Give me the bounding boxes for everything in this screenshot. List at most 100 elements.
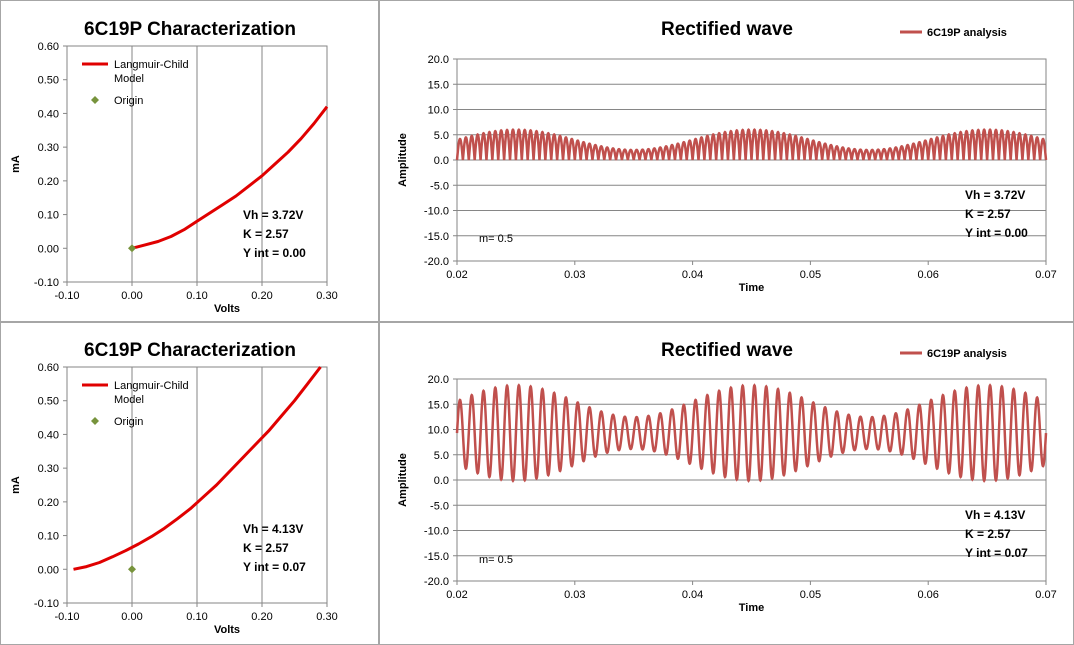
x-tick-label: 0.00 <box>121 611 142 623</box>
legend-label-model: Langmuir-Child Model <box>114 59 189 85</box>
y-tick-label: -5.0 <box>430 500 449 512</box>
y-tick-label: 10.0 <box>428 105 449 117</box>
y-tick-label: -10.0 <box>424 206 449 218</box>
x-tick-label: -0.10 <box>54 290 79 302</box>
legend-label-wave: 6C19P analysis <box>927 27 1007 39</box>
y-tick-label: 0.00 <box>38 564 59 576</box>
y-tick-label: 0.20 <box>38 176 59 188</box>
x-tick-label: 0.06 <box>917 589 938 601</box>
x-tick-label: 0.30 <box>316 290 337 302</box>
chart-title: 6C19P Characterization <box>84 340 296 361</box>
y-tick-label: 0.50 <box>38 75 59 87</box>
x-tick-label: 0.05 <box>800 269 821 281</box>
y-tick-label: 0.10 <box>38 531 59 543</box>
x-tick-label: 0.03 <box>564 269 585 281</box>
chart-title: Rectified wave <box>661 19 793 40</box>
y-tick-label: -15.0 <box>424 551 449 563</box>
annotation-text: Vh = 3.72V <box>965 188 1025 202</box>
x-tick-label: 0.03 <box>564 589 585 601</box>
annotation-text: Vh = 3.72V <box>243 208 303 222</box>
annotation-text: Y int = 0.00 <box>965 226 1028 240</box>
annotation-text: K = 2.57 <box>965 527 1011 541</box>
x-axis-title: Time <box>739 282 764 294</box>
x-tick-label: 0.02 <box>446 589 467 601</box>
annotation-text: Vh = 4.13V <box>243 522 303 536</box>
y-tick-label: 0.0 <box>434 475 449 487</box>
x-tick-label: 0.04 <box>682 269 703 281</box>
model-curve <box>73 366 322 571</box>
x-tick-label: 0.00 <box>121 290 142 302</box>
y-tick-label: 0.30 <box>38 142 59 154</box>
annotation-m: m= 0.5 <box>479 554 513 566</box>
y-tick-label: -20.0 <box>424 576 449 588</box>
y-tick-label: 0.60 <box>38 362 59 374</box>
chart-panel-wave-top: Rectified wave 0.02 0.03 0.04 0.05 0.06 0.07 20… <box>379 0 1074 322</box>
y-axis-title: mA <box>10 155 22 173</box>
annotation-text: K = 2.57 <box>965 207 1011 221</box>
origin-marker <box>128 244 136 253</box>
y-axis-title: Amplitude <box>397 453 409 507</box>
chart-panel-char-bottom: 6C19P Characterization -0.10 0.00 0.10 0.20 0… <box>0 322 379 645</box>
x-tick-label: 0.20 <box>251 290 272 302</box>
model-curve <box>131 105 329 250</box>
y-tick-label: 5.0 <box>434 450 449 462</box>
x-tick-label: -0.10 <box>54 611 79 623</box>
legend-label-line: Model <box>114 73 144 85</box>
wave-series-line <box>455 383 1048 483</box>
chart-panel-wave-bottom: Rectified wave 0.02 0.03 0.04 0.05 0.06 0.07 20… <box>379 322 1074 645</box>
legend-label-origin: Origin <box>114 416 143 428</box>
chart-svg: 6C19P Characterization -0.10 0.00 0.10 0.20 0… <box>10 19 338 315</box>
y-tick-label: 0.0 <box>434 155 449 167</box>
y-tick-label: 0.40 <box>38 429 59 441</box>
x-tick-label: 0.06 <box>917 269 938 281</box>
chart-title: 6C19P Characterization <box>84 19 296 40</box>
legend-label-line: Model <box>114 394 144 406</box>
x-tick-label: 0.05 <box>800 589 821 601</box>
x-axis-title: Volts <box>214 303 240 315</box>
x-tick-label: 0.10 <box>186 290 207 302</box>
chart-title: Rectified wave <box>661 340 793 361</box>
x-tick-label: 0.20 <box>251 611 272 623</box>
y-tick-label: 15.0 <box>428 399 449 411</box>
x-tick-label: 0.30 <box>316 611 337 623</box>
x-axis-title: Time <box>739 602 764 614</box>
annotation-text: Y int = 0.07 <box>243 560 306 574</box>
annotation-text: Y int = 0.07 <box>965 546 1028 560</box>
legend-label-line: Langmuir-Child <box>114 59 189 71</box>
y-tick-label: 0.00 <box>38 243 59 255</box>
y-tick-label: 0.20 <box>38 497 59 509</box>
y-tick-label: 5.0 <box>434 130 449 142</box>
y-tick-label: 0.10 <box>38 210 59 222</box>
legend-label-model: Langmuir-Child Model <box>114 380 189 406</box>
y-tick-label: 20.0 <box>428 54 449 66</box>
y-tick-label: 0.60 <box>38 41 59 53</box>
y-tick-label: -15.0 <box>424 231 449 243</box>
chart-panel-char-top: 6C19P Characterization -0.10 0.00 0.10 0.20 0… <box>0 0 379 322</box>
chart-svg: Rectified wave 0.02 0.03 0.04 0.05 0.06 0.07 20… <box>397 340 1057 614</box>
y-tick-label: -10.0 <box>424 526 449 538</box>
x-tick-label: 0.07 <box>1035 589 1056 601</box>
y-axis-title: mA <box>10 476 22 494</box>
y-tick-label: -0.10 <box>34 277 59 289</box>
legend-label-wave: 6C19P analysis <box>927 348 1007 360</box>
y-tick-label: -20.0 <box>424 256 449 268</box>
y-tick-label: 10.0 <box>428 425 449 437</box>
annotation-text: K = 2.57 <box>243 541 289 555</box>
y-tick-label: -0.10 <box>34 598 59 610</box>
annotation-m: m= 0.5 <box>479 233 513 245</box>
wave-series-line <box>455 128 1048 161</box>
legend-marker-origin <box>91 96 99 104</box>
x-tick-label: 0.07 <box>1035 269 1056 281</box>
legend-marker-origin <box>91 417 99 425</box>
x-axis-title: Volts <box>214 624 240 636</box>
chart-svg: Rectified wave 0.02 0.03 0.04 0.05 0.06 0.07 20… <box>397 19 1057 294</box>
origin-marker <box>128 565 136 574</box>
x-tick-label: 0.04 <box>682 589 703 601</box>
y-tick-label: 15.0 <box>428 79 449 91</box>
annotation-text: Y int = 0.00 <box>243 246 306 260</box>
chart-svg: 6C19P Characterization -0.10 0.00 0.10 0.20 0… <box>10 340 338 636</box>
y-tick-label: 20.0 <box>428 374 449 386</box>
y-tick-label: 0.40 <box>38 108 59 120</box>
y-axis-title: Amplitude <box>397 133 409 187</box>
y-tick-label: -5.0 <box>430 180 449 192</box>
